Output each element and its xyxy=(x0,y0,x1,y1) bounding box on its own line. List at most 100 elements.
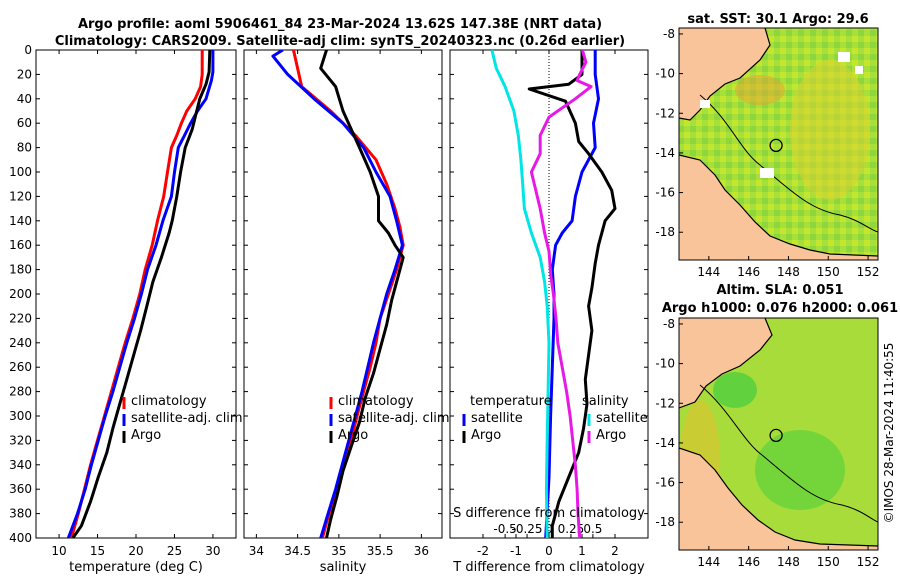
y-tick-label: 160 xyxy=(9,238,32,252)
bathymetry-contour xyxy=(699,94,878,233)
y-tick-label: 20 xyxy=(17,67,32,81)
coast-north xyxy=(679,28,771,121)
x-tick-label: 10 xyxy=(51,544,66,558)
sst-warm-patch xyxy=(790,60,870,200)
y-tick-label: 240 xyxy=(9,336,32,350)
legend-temperature-title: temperature xyxy=(470,394,552,409)
series-line-argo xyxy=(319,50,405,538)
difference-y-ticks xyxy=(450,49,648,539)
coast-north xyxy=(679,318,773,409)
series-line-argo-s xyxy=(529,50,593,538)
lat-tick-label: -16 xyxy=(655,186,675,200)
temperature-legend: climatology satellite-adj. clim Argo xyxy=(122,394,243,443)
temperature-x-ticks: 10 15 20 25 30 xyxy=(51,50,221,558)
series-line-satellite-s xyxy=(490,50,551,538)
salinity-y-ticks xyxy=(244,49,442,539)
sla-lat-ticks: -8 -10 -12 -14 -16 -18 xyxy=(655,317,683,529)
legend-s-satellite: satellite xyxy=(596,411,648,426)
s-tick-label: -0.25 xyxy=(512,522,543,536)
s-tick-label: 0.5 xyxy=(583,522,602,536)
lon-tick-label: 148 xyxy=(777,555,800,569)
x-tick-label: 20 xyxy=(128,544,143,558)
y-tick-label: 320 xyxy=(9,433,32,447)
y-tick-label: 280 xyxy=(9,385,32,399)
sst-map-frame xyxy=(678,27,879,261)
lon-tick-label: 152 xyxy=(857,555,880,569)
temperature-xlabel: temperature (deg C) xyxy=(69,560,203,575)
sla-map-panel: Altim. SLA: 0.051 Argo h1000: 0.076 h200… xyxy=(655,283,898,569)
sst-warm-spot xyxy=(735,75,785,105)
cloud-gap xyxy=(700,100,710,108)
lat-tick-label: -18 xyxy=(655,515,675,529)
lon-tick-label: 146 xyxy=(737,265,760,279)
difference-top-xlabel: S difference from climatology xyxy=(453,506,645,521)
x-tick-label: 15 xyxy=(90,544,105,558)
x-tick-label: 34.5 xyxy=(284,544,311,558)
cloud-gap xyxy=(760,168,774,178)
y-tick-label: 100 xyxy=(9,165,32,179)
difference-panel: -2 -1 0 1 2 -0.5-0.25 0 0.25 0.5 T difference f… xyxy=(449,49,649,575)
legend-argo: Argo xyxy=(131,428,161,443)
lon-tick-label: 148 xyxy=(777,265,800,279)
y-tick-label: 340 xyxy=(9,458,32,472)
cloud-gap xyxy=(855,66,863,74)
temperature-axes-box xyxy=(35,49,237,539)
salinity-xlabel: salinity xyxy=(320,560,367,575)
x-tick-label: 0 xyxy=(545,544,553,558)
series-line-satellite-adj-clim xyxy=(271,50,404,538)
series-line-argo xyxy=(71,50,212,538)
australia-land xyxy=(679,448,878,550)
sla-map-title-line2: Argo h1000: 0.076 h2000: 0.061 xyxy=(662,301,898,316)
coast-south xyxy=(679,447,878,547)
legend-climatology: climatology xyxy=(338,394,414,409)
lon-tick-label: 152 xyxy=(857,265,880,279)
sst-map-image xyxy=(679,28,878,260)
australia-land xyxy=(679,155,878,260)
y-tick-label: 380 xyxy=(9,507,32,521)
lat-tick-label: -14 xyxy=(655,436,675,450)
y-tick-label: 260 xyxy=(9,360,32,374)
x-tick-label: 25 xyxy=(167,544,182,558)
lat-tick-label: -8 xyxy=(663,317,675,331)
sla-low-patch xyxy=(713,372,757,408)
x-tick-label: 30 xyxy=(205,544,220,558)
x-tick-label: -1 xyxy=(510,544,522,558)
y-tick-label: 120 xyxy=(9,189,32,203)
y-tick-label: 300 xyxy=(9,409,32,423)
y-tick-label: 180 xyxy=(9,263,32,277)
x-tick-label: 35 xyxy=(331,544,346,558)
y-tick-label: 140 xyxy=(9,214,32,228)
s-tick-label: 0 xyxy=(545,522,553,536)
sla-map-image xyxy=(679,318,878,550)
sst-lat-ticks: -8 -10 -12 -14 -16 -18 xyxy=(655,27,683,239)
temperature-y-ticks: 0 20 40 60 80 100 120 140 160 180 200 220 240 260 280 3… xyxy=(9,43,236,545)
sla-low-patch xyxy=(755,430,845,510)
lat-tick-label: -8 xyxy=(663,27,675,41)
difference-legend: temperature satellite Argo salinity sate… xyxy=(462,394,648,443)
y-tick-label: 200 xyxy=(9,287,32,301)
figure-title-line2: Climatology: CARS2009. Satellite-adj cli… xyxy=(55,34,625,49)
y-tick-label: 80 xyxy=(17,141,32,155)
lat-tick-label: -12 xyxy=(655,396,675,410)
sst-map-panel: sat. SST: 30.1 Argo: 29.6 -8 -10 -12 -14 -16… xyxy=(655,12,879,279)
legend-climatology: climatology xyxy=(131,394,207,409)
legend-s-argo: Argo xyxy=(596,428,626,443)
lon-tick-label: 150 xyxy=(817,265,840,279)
imos-timestamp: ©IMOS 28-Mar-2024 11:40:55 xyxy=(882,343,896,524)
legend-argo: Argo xyxy=(338,428,368,443)
argo-location-marker xyxy=(769,138,783,153)
lon-tick-label: 144 xyxy=(697,265,720,279)
sla-map-title-line1: Altim. SLA: 0.051 xyxy=(717,283,844,298)
lat-tick-label: -16 xyxy=(655,476,675,490)
x-tick-label: 2 xyxy=(611,544,619,558)
x-tick-label: 35.5 xyxy=(367,544,394,558)
x-tick-label: -2 xyxy=(477,544,489,558)
y-tick-label: 360 xyxy=(9,482,32,496)
lat-tick-label: -18 xyxy=(655,225,675,239)
legend-satellite-adj: satellite-adj. clim xyxy=(131,411,243,426)
s-tick-label: -0.5 xyxy=(493,522,516,536)
x-tick-label: 34 xyxy=(249,544,264,558)
salinity-legend: climatology satellite-adj. clim Argo xyxy=(329,394,450,443)
sla-map-frame xyxy=(678,317,879,551)
